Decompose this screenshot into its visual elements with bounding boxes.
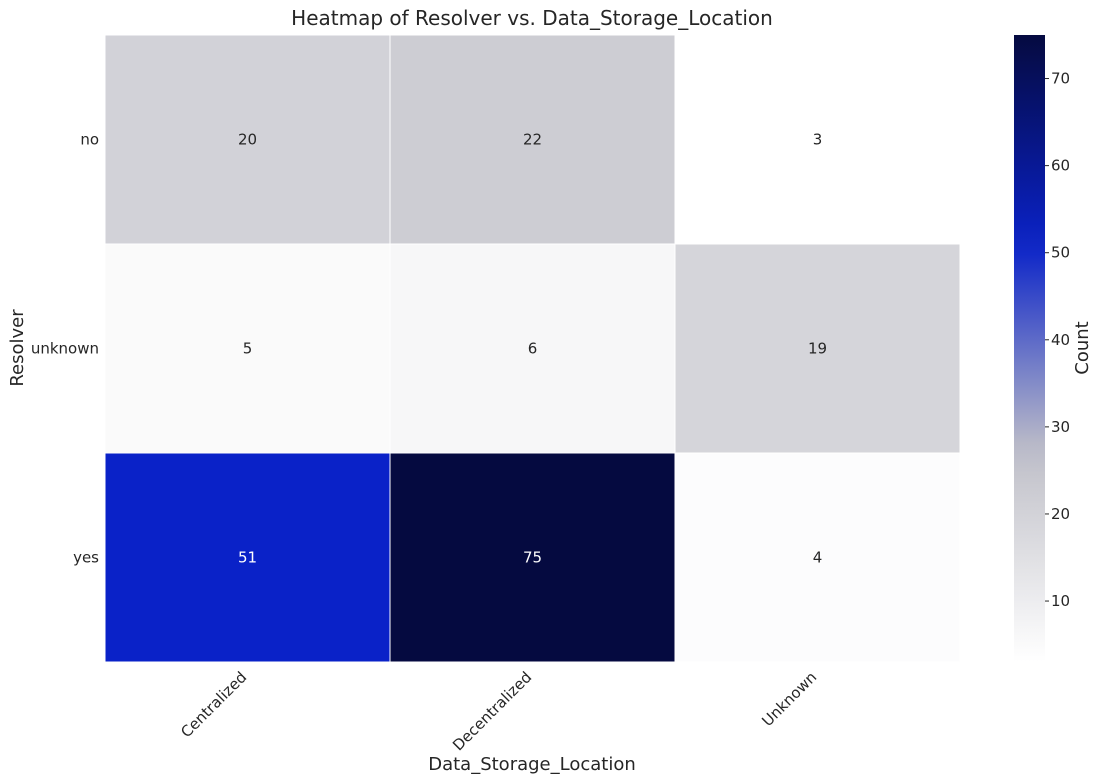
y-tick-label: yes [73,549,99,567]
colorbar-tick-label: 50 [1051,244,1070,262]
y-tick-label: unknown [31,340,99,358]
colorbar-tick-label: 20 [1051,505,1070,523]
heatmap-cell [389,452,676,663]
x-tick-labels: Centralized Decentralized Unknown [177,668,820,754]
heatmap-cell [389,34,676,245]
cell-value-label: 6 [528,340,538,358]
colorbar-tick-label: 30 [1051,418,1070,436]
colorbar-tick-label: 60 [1051,157,1070,175]
x-tick-label: Centralized [177,668,250,741]
cell-value-label: 22 [523,131,542,149]
colorbar-label: Count [1072,321,1093,374]
cell-value-label: 75 [523,549,542,567]
heatmap-cell [104,34,391,245]
cell-value-label: 4 [813,549,823,567]
colorbar: 10 20 30 40 50 60 70 Count [1014,35,1093,662]
heatmap-cell [674,452,961,663]
colorbar-ticks: 10 20 30 40 50 60 70 [1045,70,1070,610]
cell-value-label: 19 [808,340,827,358]
heatmap-cell [674,34,961,245]
cell-value-label: 3 [813,131,823,149]
chart-title: Heatmap of Resolver vs. Data_Storage_Loc… [291,6,773,30]
y-tick-label: no [80,131,99,149]
cell-value-label: 51 [238,549,257,567]
cell-value-label: 20 [238,131,257,149]
colorbar-tick-label: 10 [1051,592,1070,610]
colorbar-tick-label: 70 [1051,70,1070,88]
heatmap-cell [389,243,676,454]
colorbar-gradient [1014,35,1045,662]
heatmap-cells: 20 22 3 5 6 19 51 75 4 [104,34,961,663]
heatmap-cell [674,243,961,454]
y-tick-labels: no unknown yes [31,131,99,567]
colorbar-tick-label: 40 [1051,331,1070,349]
heatmap-cell [104,243,391,454]
x-tick-label: Decentralized [449,668,535,754]
cell-value-label: 5 [243,340,253,358]
heatmap-cell [104,452,391,663]
x-tick-label: Unknown [758,668,820,730]
y-axis-label: Resolver [7,309,28,387]
x-axis-label: Data_Storage_Location [428,754,636,775]
